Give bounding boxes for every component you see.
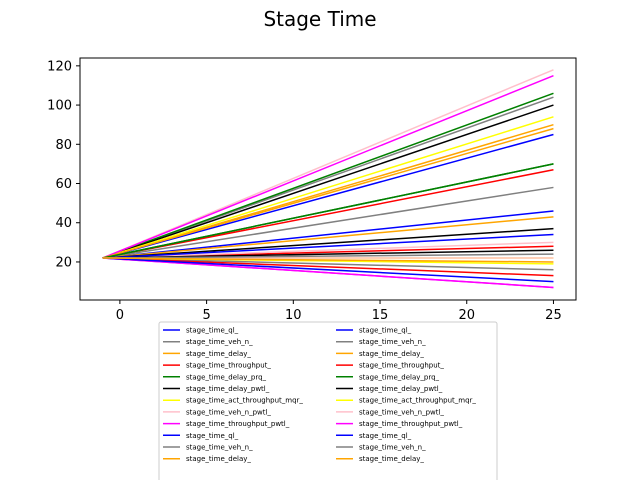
- legend-label: stage_time_delay_prq_: [359, 373, 440, 381]
- x-tick-label: 25: [545, 308, 562, 323]
- series-line-0: [102, 133, 554, 259]
- series-line-7: [102, 69, 554, 259]
- legend-label: stage_time_delay_pwtl_: [186, 385, 270, 393]
- plot-area: 0 5 10 15 20 25 20 40 60 80 100 120: [47, 57, 577, 323]
- series-line-26: [102, 257, 554, 289]
- series-line-16: [102, 241, 554, 259]
- series-line-20: [102, 127, 554, 259]
- x-tick-label: 0: [116, 308, 124, 323]
- legend-label: stage_time_delay_: [186, 350, 251, 358]
- series-line-28: [102, 253, 554, 259]
- y-tick-label: 120: [47, 59, 72, 74]
- legend-label: stage_time_throughput_: [359, 362, 444, 370]
- series-layer: [102, 69, 554, 289]
- series-line-22: [102, 163, 554, 259]
- legend-label: stage_time_delay_: [359, 350, 424, 358]
- chart-title: Stage Time: [263, 7, 376, 31]
- legend-label: stage_time_act_throughput_mqr_: [186, 397, 303, 405]
- x-tick-label: 15: [372, 308, 389, 323]
- series-line-9: [102, 210, 554, 259]
- series-line-29: [102, 257, 554, 263]
- series-line-21: [102, 257, 554, 277]
- legend-label: stage_time_delay_: [359, 455, 424, 463]
- y-axis: 20 40 60 80 100 120: [47, 59, 80, 270]
- legend-label: stage_time_throughput_pwtl_: [359, 420, 463, 428]
- legend-label: stage_time_veh_n_: [359, 444, 426, 452]
- legend-label: stage_time_veh_n_: [359, 338, 426, 346]
- legend-label: stage_time_ql_: [186, 432, 239, 440]
- y-tick-label: 80: [55, 138, 72, 153]
- x-axis: 0 5 10 15 20 25: [116, 300, 562, 323]
- legend-label: stage_time_act_throughput_mqr_: [359, 397, 476, 405]
- x-tick-label: 5: [202, 308, 210, 323]
- series-line-14: [102, 227, 554, 259]
- series-line-8: [102, 74, 554, 259]
- series-line-27: [102, 257, 554, 283]
- legend-label: stage_time_veh_n_pwtl_: [186, 408, 271, 416]
- legend-items: stage_time_ql_ stage_time_veh_n_ stage_tim…: [163, 327, 476, 463]
- series-line-19: [102, 257, 554, 271]
- axes-frame: [79, 57, 577, 301]
- legend-label: stage_time_delay_: [186, 455, 251, 463]
- legend-label: stage_time_ql_: [186, 327, 239, 335]
- y-tick-label: 100: [47, 99, 72, 114]
- series-line-5: [102, 104, 554, 259]
- legend-label: stage_time_veh_n_: [186, 444, 253, 452]
- y-tick-label: 20: [55, 255, 72, 270]
- y-tick-label: 40: [55, 216, 72, 231]
- legend-label: stage_time_throughput_pwtl_: [186, 420, 290, 428]
- legend-label: stage_time_ql_: [359, 432, 412, 440]
- x-tick-label: 20: [458, 308, 475, 323]
- legend-label: stage_time_delay_pwtl_: [359, 385, 443, 393]
- series-line-4: [102, 92, 554, 259]
- legend-label: stage_time_ql_: [359, 327, 412, 335]
- series-line-18: [102, 233, 554, 259]
- x-tick-label: 10: [285, 308, 302, 323]
- legend-box: [158, 321, 498, 480]
- series-line-6: [102, 116, 554, 259]
- legend-label: stage_time_throughput_: [186, 362, 271, 370]
- series-line-10: [102, 186, 554, 259]
- y-tick-label: 60: [55, 177, 72, 192]
- series-line-3: [102, 169, 554, 259]
- legend: stage_time_ql_ stage_time_veh_n_ stage_tim…: [158, 321, 498, 480]
- legend-label: stage_time_delay_prq_: [186, 373, 267, 381]
- legend-label: stage_time_veh_n_: [186, 338, 253, 346]
- legend-label: stage_time_veh_n_pwtl_: [359, 408, 444, 416]
- series-line-11: [102, 216, 554, 259]
